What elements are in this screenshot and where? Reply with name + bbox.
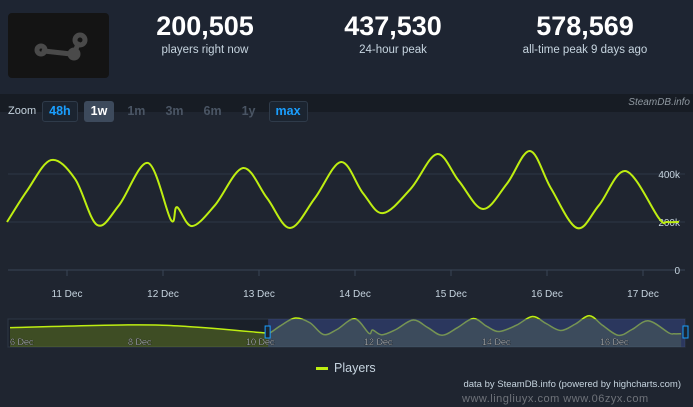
all-time-peak-stat: 578,569 all-time peak 9 days ago xyxy=(495,10,675,56)
y-tick-label: 0 xyxy=(674,266,680,277)
x-tick-label: 15 Dec xyxy=(435,289,467,300)
navigator-tick-label: 12 Dec xyxy=(364,337,393,347)
x-tick-label: 12 Dec xyxy=(147,289,179,300)
y-tick-label: 200k xyxy=(658,218,681,229)
all-time-peak-value: 578,569 xyxy=(536,11,634,41)
zoom-1w-button[interactable]: 1w xyxy=(83,100,115,122)
steamdb-link[interactable]: SteamDB.info xyxy=(628,97,690,108)
zoom-48h-button[interactable]: 48h xyxy=(42,100,78,122)
navigator-tick-label: 10 Dec xyxy=(246,337,275,347)
legend-item-players[interactable]: Players xyxy=(316,361,376,375)
x-tick-label: 17 Dec xyxy=(627,289,659,300)
navigator-handle-right[interactable] xyxy=(682,325,689,339)
steam-icon xyxy=(34,32,88,61)
navigator-tick-label: 8 Dec xyxy=(128,337,152,347)
series-line-players xyxy=(6,149,680,230)
zoom-max-button[interactable]: max xyxy=(268,100,308,122)
navigator-tick-label: 14 Dec xyxy=(482,337,511,347)
navigator-selection xyxy=(268,319,685,347)
brand-bar: SteamDB.info xyxy=(0,94,693,112)
zoom-1y-button: 1y xyxy=(241,104,256,118)
zoom-selector: Zoom 48h 1w 1m 3m 6m 1y max xyxy=(8,100,314,122)
players-now-stat: 200,505 players right now xyxy=(115,10,295,56)
navigator-handle-left[interactable] xyxy=(264,325,271,339)
y-tick-label: 400k xyxy=(658,170,681,181)
all-time-peak-label: all-time peak 9 days ago xyxy=(522,44,648,56)
zoom-1m-button: 1m xyxy=(127,104,146,118)
legend-label: Players xyxy=(334,361,376,375)
credits-link[interactable]: data by SteamDB.info (powered by highcha… xyxy=(463,379,681,390)
peak-24h-stat: 437,530 24-hour peak xyxy=(303,10,483,56)
watermark: www.lingliuyx.com www.06zyx.com xyxy=(462,393,649,405)
navigator-tick-label: 16 Dec xyxy=(600,337,629,347)
players-now-label: players right now xyxy=(161,44,249,56)
peak-24h-value: 437,530 xyxy=(344,11,442,41)
x-tick-label: 11 Dec xyxy=(52,289,83,300)
zoom-3m-button: 3m xyxy=(165,104,184,118)
zoom-label: Zoom xyxy=(8,105,37,117)
peak-24h-label: 24-hour peak xyxy=(359,44,427,56)
legend-line-icon xyxy=(316,366,328,370)
x-tick-label: 16 Dec xyxy=(531,289,563,300)
stats-header: 200,505 players right now 437,530 24-hou… xyxy=(0,0,693,94)
navigator-tick-label: 6 Dec xyxy=(10,337,34,347)
steam-logo xyxy=(8,13,109,78)
players-now-value: 200,505 xyxy=(156,11,254,41)
x-tick-label: 14 Dec xyxy=(339,289,371,300)
zoom-6m-button: 6m xyxy=(203,104,222,118)
x-tick-label: 13 Dec xyxy=(243,289,275,300)
